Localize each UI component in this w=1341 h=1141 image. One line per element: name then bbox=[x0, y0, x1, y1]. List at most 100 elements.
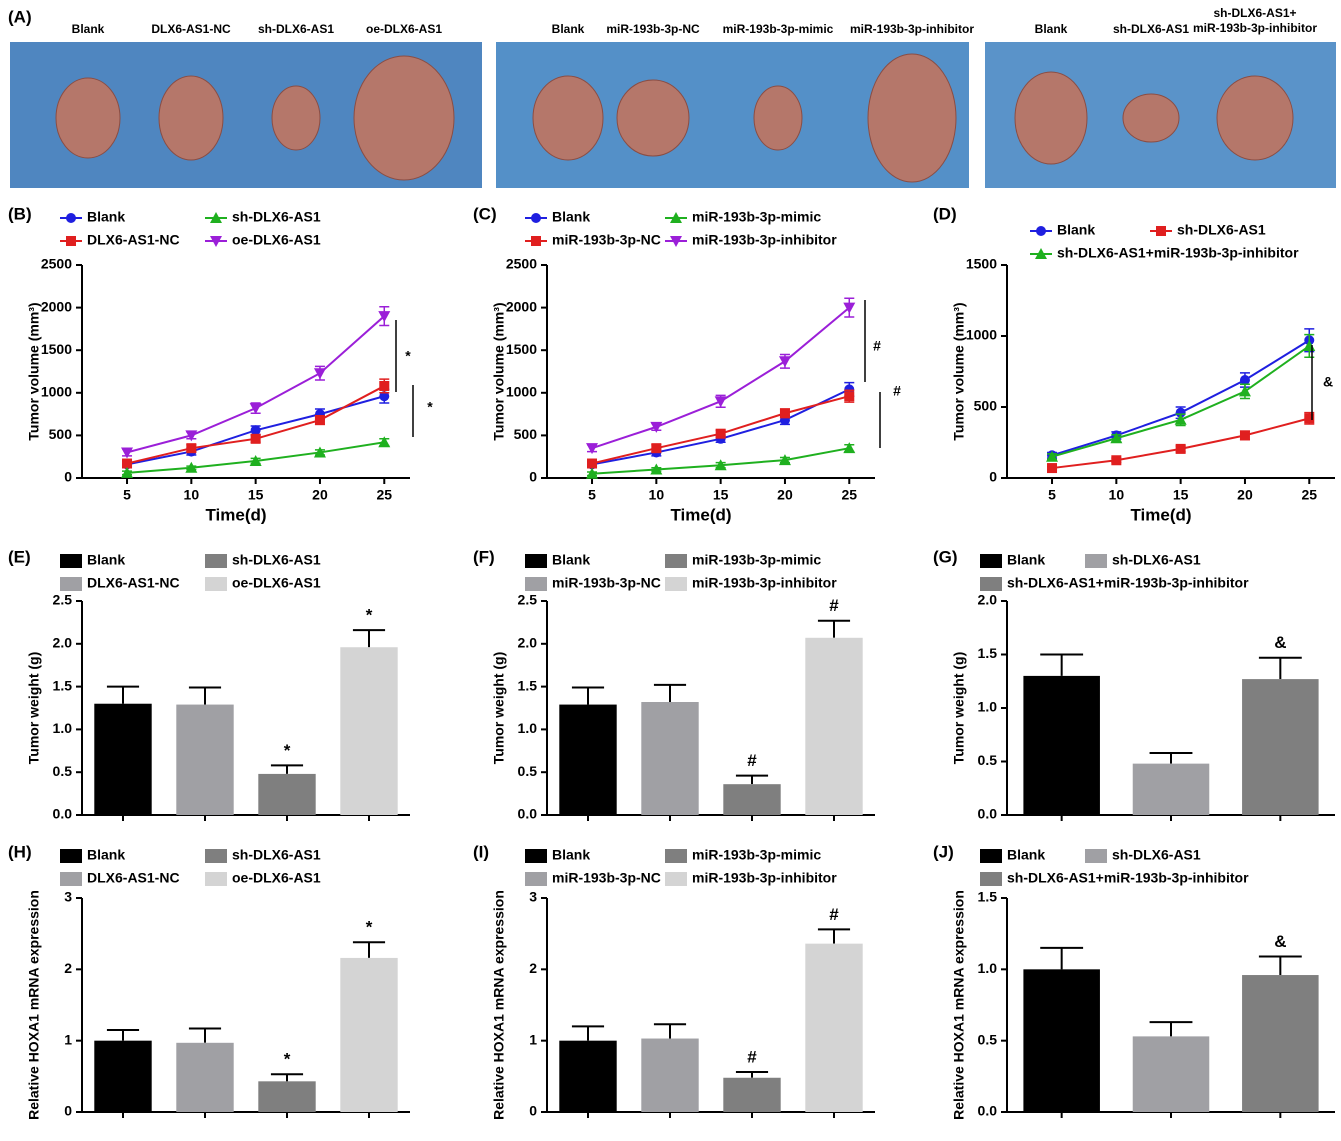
marker bbox=[651, 443, 661, 453]
y-tick-label: 0 bbox=[989, 469, 997, 485]
marker bbox=[186, 443, 196, 453]
y-tick-label: 500 bbox=[49, 426, 73, 442]
legend-swatch bbox=[525, 849, 547, 863]
marker bbox=[1111, 455, 1121, 465]
legend-label: Blank bbox=[552, 209, 590, 225]
bar bbox=[723, 1078, 780, 1112]
y-tick-label: 1000 bbox=[41, 384, 72, 400]
panel-label: (G) bbox=[933, 547, 958, 566]
marker bbox=[66, 236, 76, 246]
bar bbox=[559, 1041, 616, 1112]
y-tick-label: 2.0 bbox=[518, 635, 538, 651]
group-label: Blank bbox=[72, 22, 105, 36]
panel-label: (F) bbox=[473, 547, 495, 566]
marker bbox=[780, 408, 790, 418]
y-tick-label: 2500 bbox=[41, 256, 72, 272]
y-axis-label: Tumor volume (mm³) bbox=[491, 302, 507, 440]
legend-label: oe-DLX6-AS1 bbox=[232, 575, 321, 591]
y-tick-label: 2000 bbox=[41, 298, 72, 314]
y-axis-label: Relative HOXA1 mRNA expression bbox=[26, 890, 42, 1120]
legend-label: oe-DLX6-AS1 bbox=[232, 232, 321, 248]
marker bbox=[1240, 430, 1250, 440]
y-tick-label: 1 bbox=[529, 1031, 537, 1047]
annotation: # bbox=[873, 338, 881, 354]
y-tick-label: 1500 bbox=[506, 341, 537, 357]
group-label: miR-193b-3p-inhibitor bbox=[1193, 21, 1317, 35]
y-tick-label: 2000 bbox=[506, 298, 537, 314]
y-tick-label: 0.0 bbox=[978, 1103, 998, 1119]
legend-label: DLX6-AS1-NC bbox=[87, 870, 180, 886]
x-tick-label: 20 bbox=[1237, 487, 1253, 503]
panel-label: (I) bbox=[473, 842, 489, 861]
panel-label: (A) bbox=[8, 7, 32, 26]
significance-marker: & bbox=[1274, 633, 1286, 652]
bar bbox=[176, 1043, 233, 1112]
significance-marker: # bbox=[747, 1048, 757, 1067]
y-axis-label: Tumor weight (g) bbox=[951, 652, 967, 765]
legend-label: Blank bbox=[1057, 222, 1095, 238]
bar bbox=[805, 638, 862, 815]
x-tick-label: 25 bbox=[376, 487, 392, 503]
tumor bbox=[272, 86, 320, 150]
annotation: * bbox=[405, 348, 411, 364]
marker bbox=[66, 213, 76, 223]
x-tick-label: 5 bbox=[1048, 487, 1056, 503]
significance-marker: # bbox=[829, 905, 839, 924]
bar bbox=[641, 702, 698, 815]
panel-label: (B) bbox=[8, 204, 32, 223]
panel-label: (E) bbox=[8, 547, 31, 566]
y-tick-label: 0.0 bbox=[518, 806, 538, 822]
legend-label: miR-193b-3p-inhibitor bbox=[692, 232, 837, 248]
panel-label: (J) bbox=[933, 842, 954, 861]
y-tick-label: 0.0 bbox=[53, 806, 73, 822]
y-tick-label: 0 bbox=[529, 1103, 537, 1119]
figure: (A) Blank DLX6-AS1-NC sh-DLX6-AS1 oe-DLX6-A… bbox=[0, 0, 1341, 1141]
marker bbox=[844, 391, 854, 401]
y-tick-label: 0.5 bbox=[978, 752, 998, 768]
bar bbox=[1133, 1036, 1210, 1112]
significance-marker: * bbox=[284, 1050, 291, 1069]
y-tick-label: 0.5 bbox=[518, 763, 538, 779]
significance-marker: * bbox=[284, 741, 291, 760]
group-label: Blank bbox=[1035, 22, 1068, 36]
marker bbox=[315, 415, 325, 425]
y-tick-label: 0.0 bbox=[978, 806, 998, 822]
y-tick-label: 2.5 bbox=[518, 592, 538, 608]
legend-label: sh-DLX6-AS1+miR-193b-3p-inhibitor bbox=[1007, 870, 1249, 886]
legend-label: sh-DLX6-AS1 bbox=[1112, 552, 1201, 568]
marker bbox=[1176, 444, 1186, 454]
marker bbox=[251, 434, 261, 444]
y-tick-label: 3 bbox=[64, 889, 72, 905]
tumor bbox=[754, 86, 802, 150]
legend-label: miR-193b-3p-mimic bbox=[692, 209, 821, 225]
bar bbox=[258, 1081, 315, 1112]
tumor bbox=[868, 54, 956, 182]
x-tick-label: 15 bbox=[713, 487, 729, 503]
significance-marker: * bbox=[366, 606, 373, 625]
y-tick-label: 1.0 bbox=[53, 720, 73, 736]
legend-label: Blank bbox=[1007, 847, 1045, 863]
legend-swatch bbox=[60, 577, 82, 591]
legend-label: Blank bbox=[552, 552, 590, 568]
y-tick-label: 0.5 bbox=[978, 1031, 998, 1047]
y-tick-label: 1.0 bbox=[978, 699, 998, 715]
marker bbox=[379, 381, 389, 391]
marker bbox=[716, 429, 726, 439]
legend-label: sh-DLX6-AS1+miR-193b-3p-inhibitor bbox=[1057, 245, 1299, 261]
legend-label: miR-193b-3p-mimic bbox=[692, 847, 821, 863]
marker bbox=[587, 459, 597, 469]
marker bbox=[531, 213, 541, 223]
bar bbox=[1023, 969, 1100, 1112]
y-axis-label: Tumor weight (g) bbox=[491, 652, 507, 765]
marker bbox=[251, 425, 261, 435]
x-axis-label: Time(d) bbox=[205, 505, 266, 524]
y-tick-label: 1 bbox=[64, 1031, 72, 1047]
group-label: miR-193b-3p-mimic bbox=[723, 22, 834, 36]
legend-label: sh-DLX6-AS1 bbox=[232, 209, 321, 225]
group-label: Blank bbox=[552, 22, 585, 36]
tumor bbox=[56, 78, 120, 158]
bar bbox=[723, 784, 780, 815]
legend-label: Blank bbox=[1007, 552, 1045, 568]
x-tick-label: 10 bbox=[649, 487, 665, 503]
x-tick-label: 15 bbox=[248, 487, 264, 503]
